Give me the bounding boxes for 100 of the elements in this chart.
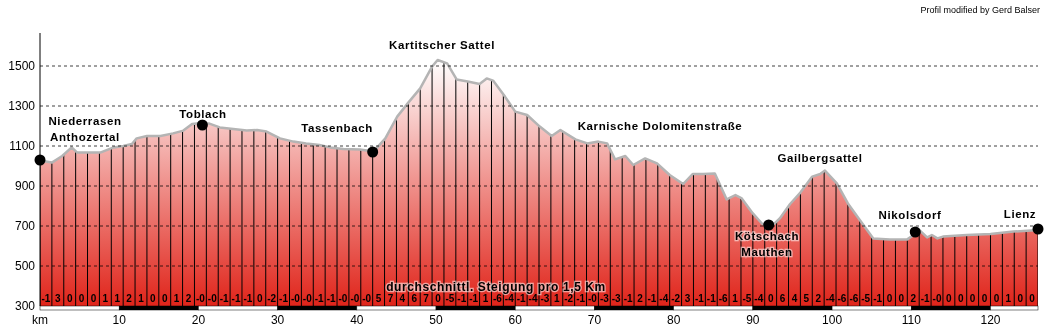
annotation: 2 <box>185 292 192 304</box>
annotation: 6 <box>411 292 418 304</box>
annotation: -3 <box>540 292 550 304</box>
annotation: 0 <box>946 292 953 304</box>
x-tick-label: 110 <box>901 313 922 327</box>
annotation: -0 <box>350 292 360 304</box>
annotation: -1 <box>41 292 51 304</box>
annotation: 0 <box>957 292 964 304</box>
annotation: -1 <box>706 292 717 304</box>
x-tick-label: 10 <box>112 313 127 327</box>
x-tick-label: 40 <box>350 313 364 327</box>
y-tick-label: 700 <box>14 219 36 234</box>
annotation: -4 <box>528 292 538 304</box>
annotation: 0 <box>886 292 893 304</box>
text: Profil modified by Gerd Balser <box>920 5 1040 16</box>
annotation: -1 <box>219 292 230 304</box>
y-tick-label: 300 <box>14 299 36 314</box>
annotation: 1 <box>732 292 739 304</box>
annotation: 0 <box>767 292 774 304</box>
annotation: Tassenbach <box>301 122 373 135</box>
annotation: -1 <box>469 292 479 304</box>
x-tick-label: 20 <box>191 313 206 327</box>
annotation: -1 <box>873 292 883 304</box>
annotation: -1 <box>326 292 336 304</box>
y-tick-label: 1300 <box>8 99 36 114</box>
annotation: 6 <box>779 292 786 304</box>
x-tick-label: 60 <box>508 313 523 327</box>
annotation: -3 <box>611 292 622 304</box>
x-tick-label: 100 <box>822 313 843 327</box>
annotation: -4 <box>825 292 835 304</box>
annotation: 5 <box>803 292 810 304</box>
annotation: 1 <box>102 292 109 304</box>
annotation: -0 <box>338 292 348 304</box>
annotation: -0 <box>290 292 301 304</box>
annotation: -0 <box>362 292 372 304</box>
annotation: 0 <box>1017 292 1024 304</box>
annotation: 4 <box>399 292 406 304</box>
point <box>909 226 921 238</box>
annotation: 7 <box>423 292 430 304</box>
annotation: -0 <box>302 292 313 304</box>
annotation: -0 <box>932 292 942 304</box>
annotation: -1 <box>623 292 633 304</box>
y-tick-label: 1100 <box>9 139 36 154</box>
point <box>196 119 208 131</box>
x-tick-label: km <box>32 313 48 327</box>
annotation: 1 <box>138 292 145 304</box>
annotation: -1 <box>694 292 705 304</box>
annotation: -5 <box>861 292 871 304</box>
annotation: 1 <box>114 292 121 304</box>
annotation: -1 <box>231 292 241 304</box>
annotation: 0 <box>150 292 157 304</box>
annotation: -0 <box>195 292 206 304</box>
annotation: -4 <box>504 292 515 304</box>
y-tick-label: 500 <box>14 259 36 274</box>
annotation: Karnische Dolomitenstraße <box>577 120 743 133</box>
x-tick-label: 80 <box>666 313 681 327</box>
annotation: 0 <box>78 292 85 304</box>
annotation: 0 <box>66 292 73 304</box>
annotation: 1 <box>554 292 561 304</box>
annotation: Kartitscher Sattel <box>388 39 496 52</box>
annotation: -2 <box>671 292 681 304</box>
annotation: 7 <box>387 292 394 304</box>
annotation: 0 <box>1029 292 1036 304</box>
annotation: 0 <box>90 292 97 304</box>
annotation: -1 <box>576 292 586 304</box>
annotation: 0 <box>993 292 1000 304</box>
x-tick-label: 50 <box>429 313 444 327</box>
y-tick-label: 900 <box>14 179 36 194</box>
point <box>367 146 379 158</box>
x-tick-label: 30 <box>270 313 285 327</box>
annotation: 1 <box>1005 292 1012 304</box>
annotation: Gailbergsattel <box>777 152 863 165</box>
annotation: -5 <box>742 292 752 304</box>
annotation: -2 <box>267 292 277 304</box>
annotation: Lienz <box>1003 208 1037 221</box>
annotation: Toblach <box>179 108 227 121</box>
annotation: 5 <box>375 292 382 304</box>
annotation: 3 <box>55 292 62 304</box>
annotation: 2 <box>637 292 644 304</box>
annotation: 2 <box>126 292 133 304</box>
annotation: -6 <box>718 292 729 304</box>
annotation: -4 <box>754 292 764 304</box>
annotation: 2 <box>910 292 917 304</box>
annotation: 2 <box>815 292 822 304</box>
annotation: -5 <box>445 292 455 304</box>
annotation: -4 <box>659 292 669 304</box>
annotation: Niederrasen Anthozertal <box>48 115 122 143</box>
annotation: 4 <box>791 292 798 304</box>
point <box>1032 223 1044 235</box>
annotation: -6 <box>837 292 847 304</box>
annotation: -0 <box>588 292 598 304</box>
annotation: 0 <box>257 292 264 304</box>
annotation: 0 <box>981 292 988 304</box>
y-tick-label: 1500 <box>8 59 36 74</box>
annotation: -1 <box>243 292 253 304</box>
annotation: -3 <box>599 292 610 304</box>
annotation: 0 <box>435 292 442 304</box>
annotation: 1 <box>173 292 180 304</box>
x-tick-label: 120 <box>980 313 1001 327</box>
annotation: Nikolsdorf <box>878 209 942 222</box>
